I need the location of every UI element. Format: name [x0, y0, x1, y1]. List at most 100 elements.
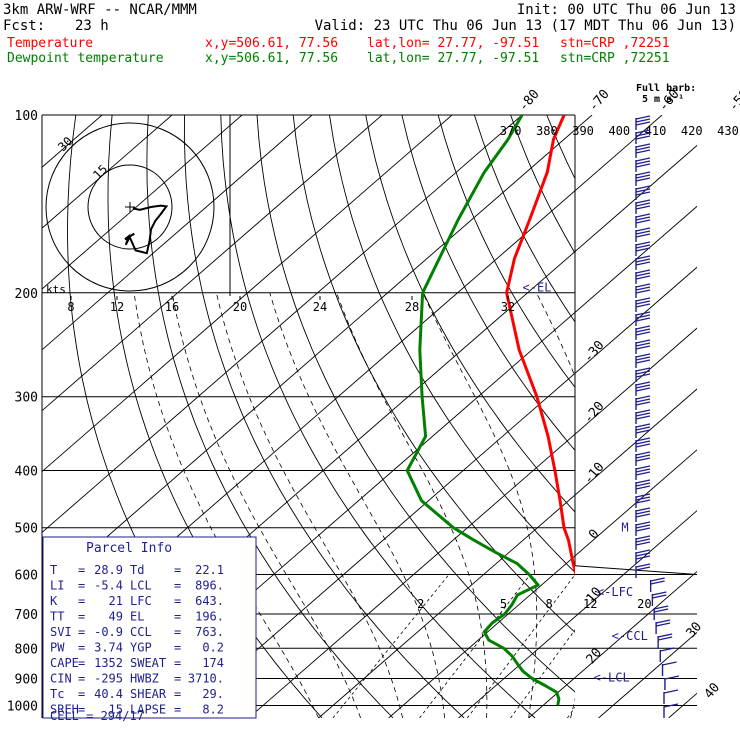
dry-adiabat — [546, 115, 575, 180]
parcel-key: HWBZ — [130, 672, 159, 686]
parcel-value: 174 — [202, 656, 224, 670]
wind-barb-flag — [635, 555, 651, 560]
moist-adiabat — [269, 292, 445, 718]
parcel-key: SHEAR — [130, 687, 167, 701]
wind-barb-flag — [660, 647, 675, 652]
mixing-ratio-lines — [332, 574, 575, 718]
dry-adiabat — [365, 115, 575, 513]
wind-barb-flag — [635, 149, 651, 154]
parcel-cell: CELL = 294/17 — [50, 709, 144, 723]
hodograph-trace — [124, 204, 169, 255]
parcel-key: LAPSE — [130, 703, 166, 717]
wind-barb-flag — [650, 580, 665, 585]
wind-barb-flag — [635, 457, 651, 462]
wind-barb-flag — [635, 401, 651, 406]
parcel-value: -5.4 — [94, 579, 123, 593]
isotherm-label: 30 — [684, 619, 706, 641]
parcel-equals: = — [78, 610, 85, 624]
hodograph-axis-label: 12 — [110, 300, 124, 314]
hodograph-axis-label: 28 — [405, 300, 419, 314]
wind-barb-flag — [635, 135, 651, 140]
forecast-hour: 23 h — [75, 18, 109, 34]
wind-barb-flag — [655, 622, 671, 627]
parcel-key: TT — [50, 610, 64, 624]
theta-label: 380 — [536, 124, 558, 138]
wind-barb-flag — [635, 219, 651, 224]
pressure-tick-label: 500 — [15, 522, 38, 537]
parcel-equals: = — [174, 625, 181, 639]
moist-adiabat — [336, 292, 488, 718]
wind-barb-flag — [663, 703, 679, 708]
wind-barb-flag — [635, 395, 651, 400]
wind-barb-flag — [635, 233, 651, 238]
parcel-key: LCL — [130, 579, 152, 593]
dewpoint-xy: x,y=506.61, 77.56 — [205, 51, 339, 66]
parcel-key: LFC — [130, 594, 152, 608]
wind-barb-flag — [635, 493, 651, 498]
isotherm-line — [42, 115, 593, 594]
parcel-equals: = — [174, 610, 181, 624]
wind-barb-flag — [635, 247, 651, 252]
parcel-equals: = — [174, 579, 181, 593]
isotherm-line — [42, 115, 313, 351]
freezing-level-marker: M — [621, 521, 628, 535]
parcel-value: 49 — [109, 610, 123, 624]
wind-barb-flag — [635, 367, 651, 372]
full-barb-label: Full barb: — [636, 83, 697, 94]
parcel-info-frame — [42, 536, 257, 719]
parcel-value: 40.4 — [94, 687, 123, 701]
isotherm-line — [598, 631, 697, 718]
isotherm-line — [458, 510, 697, 718]
parcel-equals: = — [174, 672, 181, 686]
dry-adiabat — [437, 115, 575, 388]
parcel-value: 21 — [109, 594, 123, 608]
parcel-key: K — [50, 594, 58, 608]
model-title: 3km ARW-WRF -- NCAR/MMM — [3, 2, 197, 18]
parcel-key: YGP — [130, 641, 152, 655]
parcel-info-title: Parcel Info — [86, 541, 172, 556]
wind-barb-flag — [635, 202, 651, 207]
temperature-legend: Temperature — [7, 36, 94, 51]
wind-barb-flag — [635, 443, 651, 448]
pressure-tick-label: 900 — [15, 672, 38, 687]
wind-barb-flag — [635, 521, 651, 526]
mixing-ratio-label: 12 — [583, 597, 597, 611]
mixing-ratio-label: 8 — [545, 597, 552, 611]
theta-label: 410 — [645, 124, 667, 138]
wind-barb-flag — [635, 177, 651, 182]
parcel-value: 3.74 — [94, 641, 123, 655]
wind-barb-flag — [635, 485, 651, 490]
wind-barb-flag — [635, 552, 651, 557]
parcel-value: -295 — [94, 672, 123, 686]
hodograph-axis-label: 16 — [165, 300, 179, 314]
wind-barb-flag — [635, 440, 651, 445]
dewpoint-station: stn=CRP ,72251 — [560, 51, 670, 66]
wind-barb-flag — [635, 373, 651, 378]
parcel-value: 0.2 — [202, 641, 224, 655]
isotherm-line — [248, 327, 697, 718]
parcel-key: EL — [130, 610, 144, 624]
parcel-value: 8.2 — [202, 703, 224, 717]
dry-adiabat — [401, 115, 575, 452]
wind-barb-flag — [635, 471, 651, 476]
mixing-ratio-line — [419, 574, 531, 718]
wind-barb-flag — [635, 258, 651, 263]
wind-barb-flag — [635, 163, 651, 168]
wind-barb-flag — [635, 429, 651, 434]
wind-barb-flag — [635, 241, 651, 246]
wind-barb-flag — [635, 191, 651, 196]
forecast-label: Fcst: — [3, 18, 46, 34]
level-marker: <-EL — [523, 281, 552, 295]
wind-barb-flag — [635, 115, 651, 120]
parcel-key: CCL — [130, 625, 152, 639]
wind-barb-flag — [635, 255, 651, 260]
parcel-key: SVI — [50, 625, 72, 639]
wind-barb-flag — [635, 303, 651, 308]
wind-barb-flag — [635, 381, 651, 386]
wind-barb-flag — [635, 269, 651, 274]
parcel-key: Td — [130, 563, 144, 577]
isotherm-label: -60 — [656, 87, 683, 115]
parcel-equals: = — [174, 594, 181, 608]
hodograph-unit: kts — [46, 283, 66, 296]
